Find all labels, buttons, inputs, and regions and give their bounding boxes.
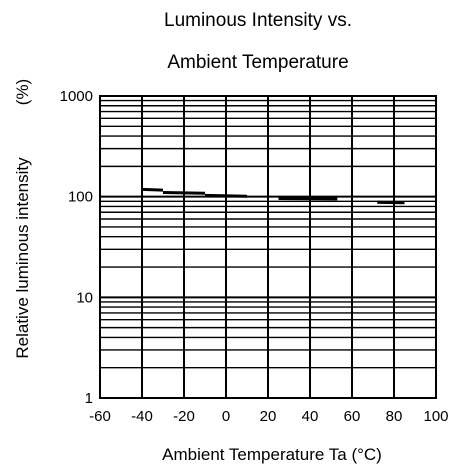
x-axis-label: Ambient Temperature Ta (°C) bbox=[162, 445, 382, 464]
x-tick-label: -60 bbox=[89, 408, 111, 425]
x-tick-labels: -60 -40 -20 0 20 40 60 80 100 bbox=[89, 408, 448, 425]
plot-frame bbox=[99, 95, 437, 399]
chart-title-line-1: Luminous Intensity vs. bbox=[164, 10, 352, 31]
data-series bbox=[141, 187, 405, 205]
chart-title-line-2: Ambient Temperature bbox=[167, 52, 348, 73]
series-segment bbox=[141, 187, 164, 192]
y-tick-label: 1 bbox=[85, 390, 93, 407]
y-tick-label: 10 bbox=[76, 289, 93, 306]
x-tick-label: 80 bbox=[386, 408, 403, 425]
y-tick-labels: 1 10 100 1000 bbox=[60, 88, 93, 407]
x-tick-label: 40 bbox=[302, 408, 319, 425]
series-segment bbox=[162, 191, 206, 195]
series-segment bbox=[204, 193, 248, 198]
x-tick-label: -40 bbox=[131, 408, 153, 425]
y-axis-unit: (%) bbox=[13, 79, 32, 105]
y-axis-label: Relative luminous intensity bbox=[13, 157, 32, 359]
y-tick-label: 100 bbox=[68, 189, 93, 206]
x-tick-label: -20 bbox=[173, 408, 195, 425]
y-tick-label: 1000 bbox=[60, 88, 93, 105]
plot-grid bbox=[100, 96, 436, 398]
x-tick-label: 100 bbox=[423, 408, 448, 425]
x-tick-label: 60 bbox=[344, 408, 361, 425]
x-tick-label: 0 bbox=[222, 408, 230, 425]
x-tick-label: 20 bbox=[260, 408, 277, 425]
